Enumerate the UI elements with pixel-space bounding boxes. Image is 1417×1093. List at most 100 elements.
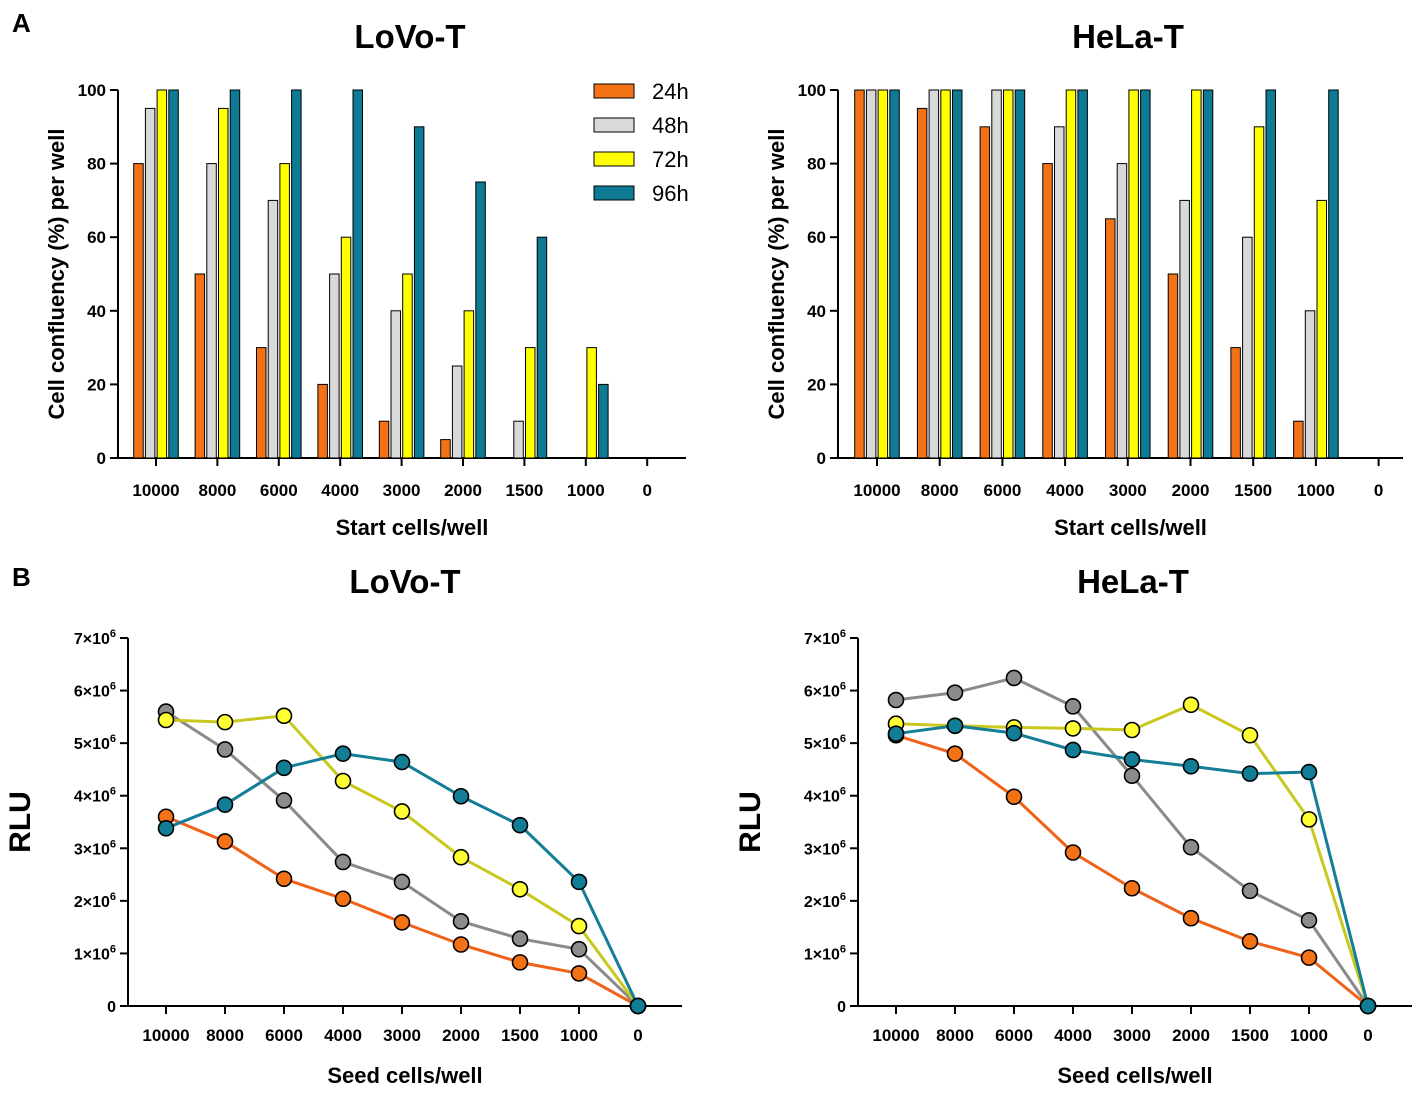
- legend-label-72h: 72h: [652, 147, 689, 172]
- bar-72h: [402, 273, 413, 459]
- x-tick-label: 3000: [383, 481, 421, 500]
- bar-96h: [1328, 89, 1339, 459]
- y-tick-label: 2×106: [74, 891, 116, 911]
- y-tick-label: 80: [87, 155, 106, 174]
- x-tick-label: 0: [633, 1026, 642, 1045]
- x-tick-label: 8000: [921, 481, 959, 500]
- point-96h: [570, 873, 588, 891]
- x-tick-label: 10000: [132, 481, 179, 500]
- bar-72h: [1253, 126, 1265, 459]
- point-48h: [1123, 767, 1141, 785]
- bar-72h: [525, 347, 536, 459]
- point-96h: [216, 796, 234, 813]
- bar-48h: [991, 89, 1002, 459]
- point-96h: [334, 745, 352, 762]
- bar-72h: [340, 236, 352, 459]
- panel-label-a: A: [12, 8, 31, 38]
- y-tick-label: 7×106: [804, 628, 846, 648]
- point-72h: [216, 713, 234, 731]
- x-tick-label: 2000: [1172, 1026, 1210, 1045]
- bar-72h: [1065, 89, 1077, 459]
- point-24h: [216, 833, 234, 850]
- point-48h: [1064, 698, 1082, 715]
- bar-48h: [206, 163, 217, 459]
- bar-48h: [390, 310, 401, 459]
- x-tick-label: 2000: [444, 481, 482, 500]
- bar-24h: [440, 439, 451, 459]
- point-48h: [570, 940, 588, 958]
- bar-72h: [1128, 89, 1139, 459]
- bar-96h: [1077, 89, 1088, 459]
- x-tick-label: 3000: [1113, 1026, 1151, 1045]
- point-72h: [511, 880, 529, 898]
- chart-b-hela: HeLa-T 0 1×106 2×106 3×106 4×106 5×106 6×106 7×1…: [734, 563, 1412, 1088]
- x-axis-label: Start cells/well: [336, 515, 489, 540]
- x-tick-label: 0: [1374, 481, 1383, 500]
- point-24h: [275, 870, 293, 888]
- bar-96h: [598, 383, 609, 459]
- bar-48h: [928, 89, 940, 459]
- y-tick-label: 60: [807, 228, 826, 247]
- bar-96h: [229, 89, 241, 459]
- point-24h: [334, 890, 352, 908]
- y-tick-label: 0: [837, 999, 846, 1016]
- x-tick-label: 3000: [383, 1026, 421, 1045]
- bar-96h: [1202, 89, 1214, 459]
- bar-48h: [1242, 236, 1253, 459]
- bar-48h: [144, 107, 156, 459]
- bar-96h: [1265, 89, 1276, 459]
- point-24h: [393, 914, 411, 931]
- bar-72h: [279, 163, 290, 459]
- bar-96h: [352, 89, 363, 459]
- bar-96h: [291, 89, 302, 459]
- x-tick-label: 8000: [936, 1026, 974, 1045]
- point-96h: [393, 753, 411, 771]
- point-24h: [1064, 844, 1082, 861]
- x-tick-label: 1000: [1297, 481, 1335, 500]
- y-tick-label: 1×106: [804, 943, 846, 963]
- bar-24h: [1230, 347, 1241, 459]
- x-tick-label: 6000: [995, 1026, 1033, 1045]
- point-96h: [946, 717, 964, 735]
- y-tick-label: 20: [87, 375, 106, 394]
- point-72h: [334, 772, 352, 790]
- point-96h: [1005, 724, 1023, 742]
- bar-96h: [1140, 89, 1151, 459]
- bar-24h: [378, 420, 390, 459]
- x-tick-label: 2000: [442, 1026, 480, 1045]
- y-tick-label: 5×106: [74, 733, 116, 753]
- point-48h: [452, 913, 470, 930]
- x-tick-label: 4000: [1054, 1026, 1092, 1045]
- point-48h: [946, 684, 964, 701]
- bar-96h: [475, 181, 486, 459]
- y-tick-label: 20: [807, 375, 826, 394]
- bar-24h: [1042, 163, 1053, 459]
- bar-72h: [463, 310, 475, 459]
- point-72h: [393, 803, 411, 820]
- x-tick-label: 2000: [1172, 481, 1210, 500]
- point-24h: [1123, 879, 1141, 897]
- y-tick-label: 1×106: [74, 943, 116, 963]
- x-tick-label: 4000: [1046, 481, 1084, 500]
- chart-a-hela: HeLa-T 0 20 40 60 80 100 Cell confluency (%) pe…: [764, 18, 1403, 540]
- bar-24h: [1167, 273, 1179, 459]
- x-tick-label: 10000: [853, 481, 900, 500]
- point-96h: [275, 759, 293, 777]
- point-96h: [511, 816, 529, 834]
- bar-48h: [1304, 310, 1316, 459]
- series-line-24h: [165, 815, 639, 1008]
- point-24h: [1182, 909, 1200, 927]
- point-48h: [1005, 669, 1023, 687]
- bar-96h: [536, 236, 548, 459]
- bar-24h: [133, 163, 144, 459]
- bar-48h: [1054, 126, 1065, 459]
- legend-swatch-96h: [593, 185, 635, 201]
- point-96h: [887, 725, 905, 742]
- point-24h: [570, 965, 588, 982]
- point-48h: [1300, 912, 1318, 929]
- point-48h: [216, 741, 234, 758]
- x-axis-label: Seed cells/well: [1057, 1063, 1212, 1088]
- bar-72h: [1316, 199, 1327, 459]
- point-72h: [570, 917, 588, 935]
